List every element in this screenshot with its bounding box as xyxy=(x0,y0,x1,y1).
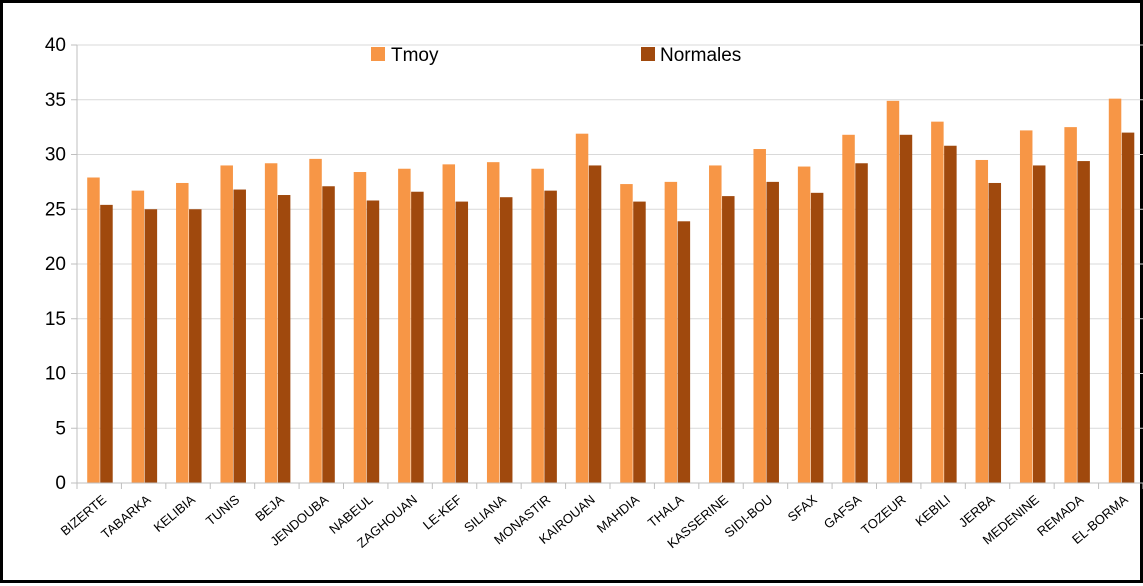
x-tick-label: BEJA xyxy=(252,492,287,525)
bar-tmoy-el-borma xyxy=(1108,98,1122,483)
bar-tmoy-gafsa xyxy=(842,134,855,484)
bar-tmoy-monastir xyxy=(531,168,544,484)
legend-item-normales: Normales xyxy=(641,45,741,66)
bar-normales-nabeul xyxy=(366,200,380,484)
bar-normales-kasserine xyxy=(722,196,735,484)
bar-tmoy-kasserine xyxy=(709,165,722,483)
bar-tmoy-kebili xyxy=(931,121,944,484)
x-tick-label: LE-KEF xyxy=(420,492,465,533)
y-tick-label: 15 xyxy=(45,309,66,330)
bars xyxy=(87,98,1135,484)
bar-normales-tunis xyxy=(233,189,246,484)
bar-normales-jerba xyxy=(988,182,1002,483)
bar-tmoy-zaghouan xyxy=(398,168,411,484)
x-tick-label: KEBILI xyxy=(912,492,953,530)
bar-tmoy-bizerte xyxy=(87,177,100,483)
bar-normales-monastir xyxy=(544,190,557,483)
bar-tmoy-mahdia xyxy=(620,184,633,483)
bar-normales-mahdia xyxy=(633,201,646,483)
bar-normales-sidi-bou xyxy=(766,181,779,483)
bar-normales-tabarka xyxy=(144,209,158,483)
bar-normales-gafsa xyxy=(855,163,868,483)
bar-tmoy-nabeul xyxy=(353,172,367,483)
x-tick-label: JERBA xyxy=(956,492,998,531)
y-tick-label: 20 xyxy=(45,254,66,275)
y-tick-label: 30 xyxy=(45,145,66,166)
bar-normales-kelibia xyxy=(189,209,202,483)
bar-normales-siliana xyxy=(499,197,513,483)
legend-label-tmoy: Tmoy xyxy=(391,45,439,66)
y-tick-label: 0 xyxy=(55,473,66,494)
bar-tmoy-siliana xyxy=(486,162,500,484)
bar-normales-kebili xyxy=(944,145,957,484)
y-axis-ticks: 0 5 10 15 20 25 30 35 40 xyxy=(45,35,77,494)
bar-tmoy-thala xyxy=(664,181,678,483)
y-tick-label: 35 xyxy=(45,90,66,111)
legend-item-tmoy: Tmoy xyxy=(371,45,439,66)
legend-label-normales: Normales xyxy=(660,45,741,66)
x-tick-label: KELIBIA xyxy=(151,492,199,535)
bar-normales-el-borma xyxy=(1121,132,1135,483)
bar-tmoy-jerba xyxy=(975,159,989,483)
legend-swatch-normales xyxy=(641,47,655,61)
x-tick-label: SIDI-BOU xyxy=(721,492,775,541)
bar-tmoy-kairouan xyxy=(575,133,589,483)
bar-tmoy-le-kef xyxy=(442,164,456,484)
x-tick-label: THALA xyxy=(645,492,687,531)
bar-normales-remada xyxy=(1077,161,1090,483)
legend: Tmoy Normales xyxy=(371,45,741,66)
y-tick-label: 40 xyxy=(45,35,66,56)
bar-normales-thala xyxy=(677,221,691,484)
x-tick-label: SFAX xyxy=(785,492,820,525)
bar-normales-medenine xyxy=(1032,165,1046,483)
x-tick-label: TOZEUR xyxy=(858,492,908,538)
bar-tmoy-tunis xyxy=(220,165,233,483)
bar-tmoy-remada xyxy=(1064,127,1077,483)
bar-normales-sfax xyxy=(810,192,824,483)
bar-tmoy-kelibia xyxy=(176,182,189,483)
y-tick-label: 25 xyxy=(45,199,66,220)
bar-tmoy-tabarka xyxy=(131,190,145,483)
bar-normales-kairouan xyxy=(588,165,602,483)
bar-normales-beja xyxy=(277,195,291,483)
bar-normales-jendouba xyxy=(322,186,335,483)
x-tick-label: MAHDIA xyxy=(594,492,643,536)
bar-normales-tozeur xyxy=(899,134,913,484)
bar-tmoy-tozeur xyxy=(886,100,900,483)
y-tick-label: 5 xyxy=(55,418,66,439)
bar-normales-bizerte xyxy=(100,204,113,483)
bar-normales-le-kef xyxy=(455,201,469,483)
bar-normales-zaghouan xyxy=(411,191,424,484)
bar-tmoy-sfax xyxy=(797,166,811,484)
bar-tmoy-jendouba xyxy=(309,158,322,483)
bar-tmoy-beja xyxy=(264,163,278,483)
bar-tmoy-sidi-bou xyxy=(753,149,766,483)
x-tick-label: TUNIS xyxy=(203,492,243,529)
x-tick-label: TABARKA xyxy=(98,492,154,542)
bar-tmoy-medenine xyxy=(1019,130,1033,483)
y-tick-label: 10 xyxy=(45,364,66,385)
gridlines xyxy=(77,44,1143,429)
legend-swatch-tmoy xyxy=(371,47,385,61)
